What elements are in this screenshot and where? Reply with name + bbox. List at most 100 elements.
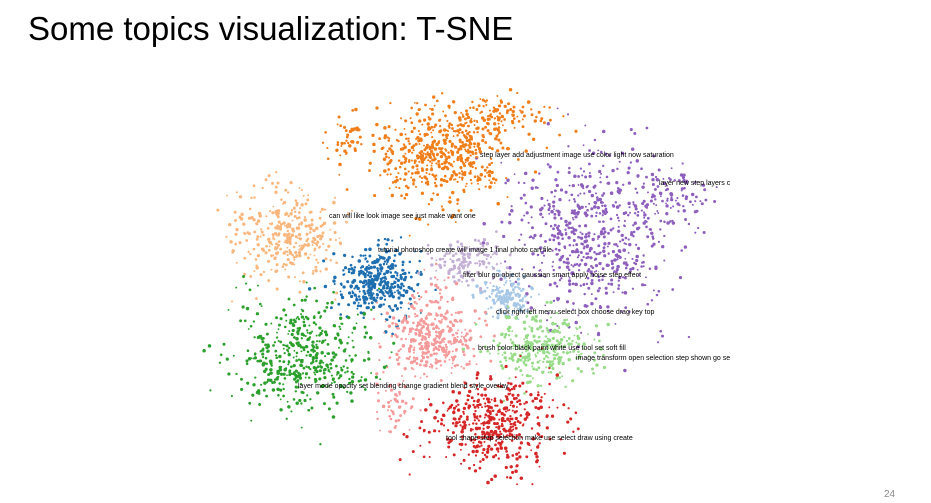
point-red (516, 483, 519, 486)
point-blue (383, 277, 386, 280)
point-orange (426, 164, 429, 167)
point-purple (593, 184, 597, 188)
point-blue (369, 279, 373, 283)
point-lavender (494, 250, 498, 254)
point-red (548, 367, 551, 370)
point-light-green (571, 339, 574, 343)
point-purple (666, 197, 669, 200)
point-purple (568, 276, 571, 279)
point-lavender (443, 254, 447, 258)
point-light-blue (495, 287, 500, 291)
point-purple (558, 198, 562, 202)
point-purple (656, 341, 660, 344)
point-green (315, 334, 318, 337)
point-orange (530, 108, 533, 111)
point-lavender (495, 230, 498, 233)
point-blue (393, 304, 398, 308)
point-light-orange (295, 255, 298, 259)
point-orange (435, 99, 439, 103)
point-light-orange (271, 211, 275, 215)
point-purple (652, 154, 656, 158)
point-light-orange (248, 232, 252, 236)
point-red (482, 427, 485, 430)
page-number: 24 (884, 489, 896, 500)
point-red (499, 446, 504, 450)
point-purple (632, 230, 636, 234)
point-green (320, 365, 323, 369)
point-light-green (521, 351, 524, 354)
point-purple (531, 252, 535, 256)
point-pink (431, 366, 434, 369)
point-orange (461, 178, 464, 181)
point-orange (431, 152, 435, 156)
point-green (248, 288, 252, 292)
point-lavender (461, 255, 464, 258)
point-purple (623, 368, 627, 373)
point-red (452, 453, 456, 457)
point-green (334, 353, 338, 357)
point-purple (677, 179, 681, 183)
point-red (533, 396, 537, 401)
point-pink (462, 353, 466, 357)
point-orange (505, 177, 508, 180)
point-light-green (541, 329, 545, 333)
point-pink (435, 352, 438, 355)
point-light-blue (511, 282, 515, 286)
point-green (271, 388, 276, 392)
point-red (515, 452, 519, 456)
point-orange (424, 146, 429, 150)
point-light-blue (509, 282, 513, 285)
point-green (277, 394, 280, 397)
point-green (297, 386, 300, 389)
point-blue (369, 292, 373, 296)
point-purple (704, 198, 708, 202)
point-green (286, 400, 289, 403)
point-orange (456, 134, 459, 137)
point-purple (617, 284, 621, 287)
point-orange (486, 166, 489, 169)
point-red (525, 412, 529, 416)
point-light-green (565, 323, 568, 326)
point-pink (427, 356, 430, 359)
point-pink (435, 324, 438, 327)
point-purple (589, 270, 593, 274)
point-orange (530, 113, 534, 117)
point-orange (353, 147, 357, 151)
point-purple (629, 127, 633, 132)
point-light-orange (291, 253, 294, 257)
point-orange (444, 114, 447, 118)
point-purple (475, 157, 478, 160)
point-orange (456, 157, 460, 162)
point-blue (366, 260, 369, 263)
point-red (476, 403, 480, 407)
point-light-orange (238, 241, 242, 245)
topic-label-blue: tutorial photoshop create will image 1 f… (378, 247, 552, 254)
point-pink (404, 401, 408, 405)
point-orange (470, 182, 473, 185)
point-lavender (465, 272, 468, 275)
point-green (385, 364, 388, 367)
point-purple (538, 208, 543, 212)
point-pink (457, 311, 461, 315)
point-orange (494, 136, 498, 141)
point-orange (489, 181, 493, 185)
point-red (500, 422, 504, 426)
point-light-orange (298, 253, 302, 258)
point-green (324, 339, 327, 342)
point-red (489, 377, 493, 381)
point-green (303, 398, 307, 403)
point-purple (640, 209, 643, 212)
point-blue (385, 242, 389, 246)
point-purple (616, 253, 619, 256)
point-pink (453, 364, 457, 368)
point-purple (567, 268, 571, 272)
point-purple (658, 191, 663, 196)
point-red (484, 402, 487, 405)
point-green (300, 315, 305, 319)
point-light-green (523, 338, 526, 341)
point-orange (388, 137, 391, 140)
point-orange (434, 184, 438, 188)
point-pink (413, 307, 416, 310)
point-purple (615, 205, 620, 209)
point-light-blue (518, 287, 521, 290)
